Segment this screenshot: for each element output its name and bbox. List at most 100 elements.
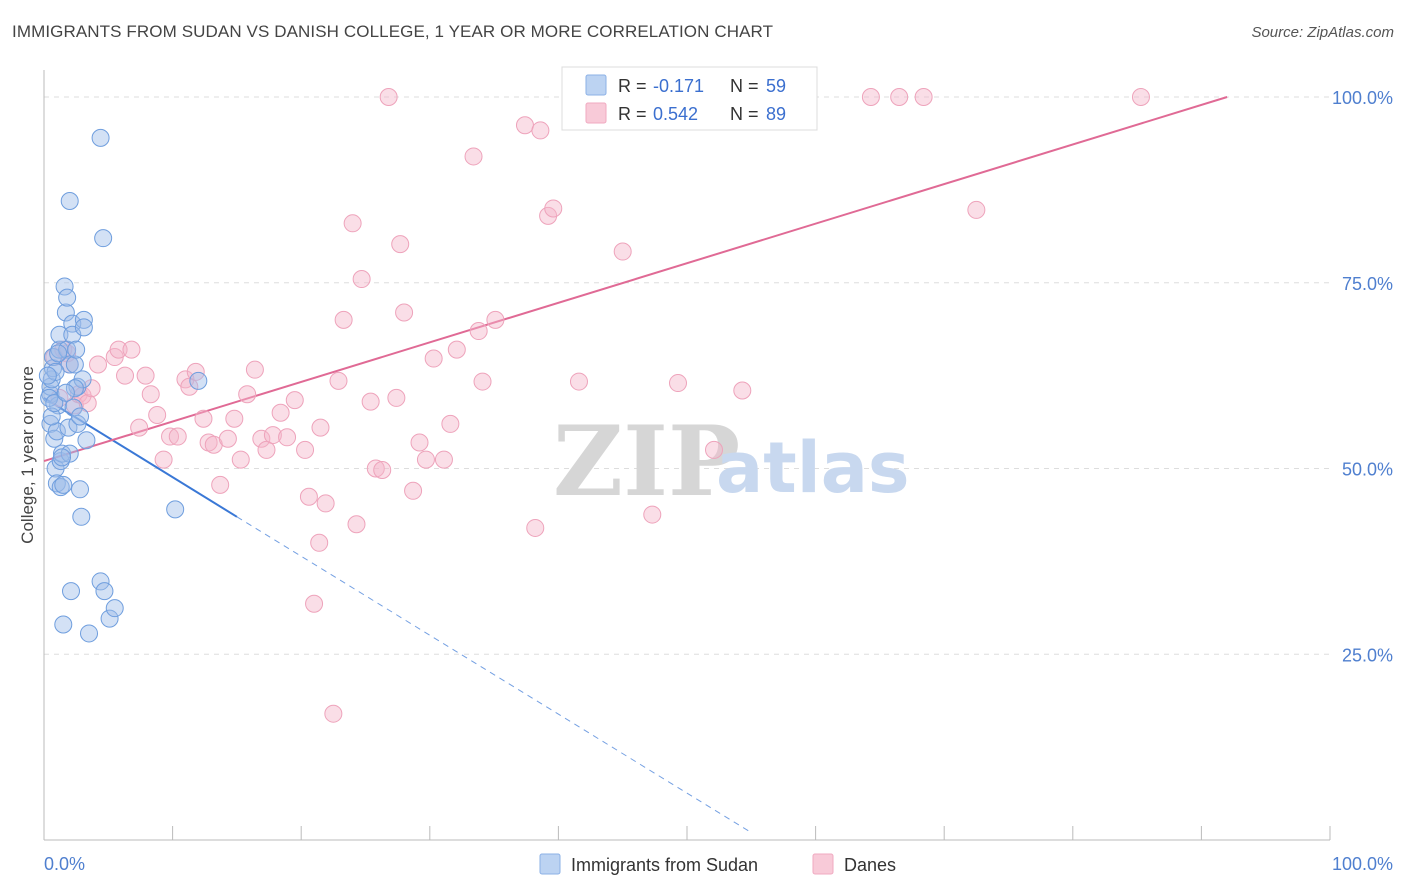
legend-r-label-danes: R = xyxy=(618,104,647,124)
point-sudan-56 xyxy=(65,379,84,398)
point-sudan-41 xyxy=(80,624,99,643)
point-danes-65 xyxy=(464,147,483,166)
point-danes-86 xyxy=(1131,88,1150,106)
point-sudan-58 xyxy=(38,366,57,385)
point-sudan-36 xyxy=(72,507,91,526)
point-danes-63 xyxy=(441,414,460,433)
point-sudan-20 xyxy=(58,288,77,307)
point-danes-85 xyxy=(967,200,986,219)
point-danes-79 xyxy=(705,440,724,459)
point-danes-39 xyxy=(285,391,304,410)
x-tick-labels: 0.0% 100.0% xyxy=(44,854,1393,874)
point-danes-47 xyxy=(334,310,353,329)
point-danes-34 xyxy=(252,429,271,448)
point-sudan-54 xyxy=(49,344,68,363)
legend-n-value-danes: 89 xyxy=(766,104,786,124)
x-tick-label-0: 0.0% xyxy=(44,854,85,874)
y-tick-labels: 25.0% 50.0% 75.0% 100.0% xyxy=(1332,88,1393,665)
legend-swatch-sudan xyxy=(585,74,607,96)
point-danes-18 xyxy=(148,406,167,425)
point-danes-55 xyxy=(387,388,406,407)
chart-title: IMMIGRANTS FROM SUDAN VS DANISH COLLEGE,… xyxy=(12,22,774,41)
point-danes-20 xyxy=(161,427,180,446)
point-sudan-22 xyxy=(59,418,78,437)
series-legend-label-sudan: Immigrants from Sudan xyxy=(571,855,758,875)
point-danes-67 xyxy=(473,372,492,391)
point-danes-48 xyxy=(343,214,362,233)
point-danes-71 xyxy=(531,121,550,140)
point-sudan-35 xyxy=(71,480,90,499)
legend-n-value-sudan: 59 xyxy=(766,76,786,96)
point-danes-52 xyxy=(366,459,385,478)
point-sudan-45 xyxy=(95,582,114,601)
point-danes-69 xyxy=(515,116,534,135)
point-sudan-14 xyxy=(51,478,70,497)
point-danes-43 xyxy=(310,533,329,552)
point-danes-30 xyxy=(225,409,244,428)
y-tick-label-3: 100.0% xyxy=(1332,88,1393,108)
point-danes-32 xyxy=(238,385,257,404)
watermark-zip: ZIP xyxy=(553,405,740,518)
point-danes-14 xyxy=(122,340,141,359)
point-danes-10 xyxy=(89,355,108,374)
point-danes-12 xyxy=(109,340,128,359)
point-sudan-17 xyxy=(54,615,73,634)
point-danes-84 xyxy=(914,88,933,106)
point-danes-21 xyxy=(168,427,187,446)
point-sudan-24 xyxy=(60,192,79,211)
point-danes-16 xyxy=(136,366,155,385)
point-danes-49 xyxy=(347,515,366,534)
watermark: ZIP atlas xyxy=(553,405,910,518)
point-danes-60 xyxy=(416,450,435,469)
legend-n-label-sudan: N = xyxy=(730,76,759,96)
series-legend-label-danes: Danes xyxy=(844,855,896,875)
point-sudan-40 xyxy=(77,431,96,450)
correlation-legend: R = -0.171 N = 59 R = 0.542 N = 89 xyxy=(561,66,818,131)
point-sudan-47 xyxy=(105,599,124,618)
point-danes-33 xyxy=(245,360,264,379)
y-tick-label-1: 50.0% xyxy=(1342,460,1393,480)
y-tick-label-0: 25.0% xyxy=(1342,645,1393,665)
x-tick-label-1: 100.0% xyxy=(1332,854,1393,874)
point-danes-62 xyxy=(434,450,453,469)
point-danes-36 xyxy=(263,426,282,445)
point-sudan-43 xyxy=(91,572,110,591)
grid-lines xyxy=(44,96,1330,655)
point-sudan-23 xyxy=(60,355,79,374)
point-danes-80 xyxy=(733,381,752,400)
point-danes-23 xyxy=(180,377,199,396)
series-legend: Immigrants from Sudan Danes xyxy=(539,853,896,875)
point-danes-42 xyxy=(305,594,324,613)
point-danes-53 xyxy=(373,460,392,479)
point-sudan-52 xyxy=(53,448,72,467)
point-danes-78 xyxy=(668,374,687,393)
point-danes-66 xyxy=(469,322,488,341)
point-sudan-26 xyxy=(62,582,81,601)
point-danes-13 xyxy=(116,366,135,385)
trend-line-sudan-extension xyxy=(236,516,752,833)
point-danes-15 xyxy=(130,418,149,437)
point-sudan-50 xyxy=(40,388,59,407)
point-sudan-53 xyxy=(42,407,61,426)
point-sudan-15 xyxy=(53,444,72,463)
point-danes-45 xyxy=(324,704,343,723)
point-sudan-31 xyxy=(67,340,86,359)
point-sudan-38 xyxy=(74,310,93,329)
point-sudan-0 xyxy=(41,414,60,433)
point-sudan-57 xyxy=(56,383,75,402)
point-danes-41 xyxy=(299,487,318,506)
legend-n-label-danes: N = xyxy=(730,104,759,124)
point-sudan-30 xyxy=(65,355,84,374)
point-danes-31 xyxy=(231,450,250,469)
point-danes-54 xyxy=(379,88,398,106)
point-sudan-18 xyxy=(55,277,74,296)
point-danes-46 xyxy=(329,371,348,390)
point-danes-50 xyxy=(352,270,371,289)
point-danes-88 xyxy=(311,418,330,437)
legend-swatch-danes xyxy=(585,102,607,124)
point-sudan-44 xyxy=(94,229,113,248)
point-sudan-6 xyxy=(45,429,64,448)
point-danes-40 xyxy=(296,440,315,459)
point-danes-82 xyxy=(861,88,880,106)
point-danes-37 xyxy=(271,403,290,422)
